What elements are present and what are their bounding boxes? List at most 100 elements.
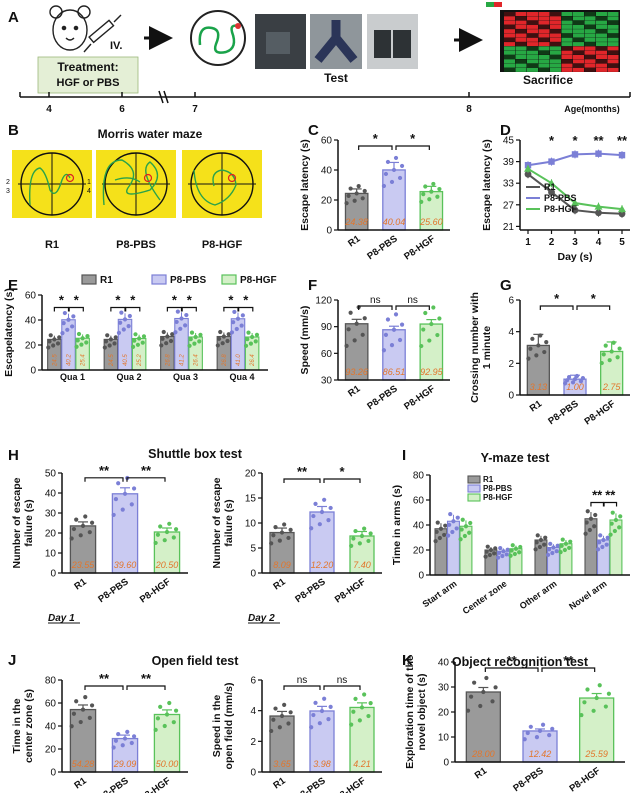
data-point: [328, 505, 333, 511]
data-point: [563, 381, 568, 386]
data-point: [487, 552, 492, 558]
data-point: [437, 316, 442, 321]
bar-value-label: 8.09: [273, 560, 291, 570]
treatment-subtitle: HGF or PBS: [57, 77, 120, 89]
data-point: [288, 527, 293, 532]
heatmap-cell: [607, 24, 619, 29]
heatmap-cell: [527, 16, 538, 21]
bar-value-label: 40.2: [67, 354, 73, 366]
data-point: [606, 691, 612, 696]
data-point: [393, 155, 399, 161]
data-point: [155, 532, 161, 537]
data-point: [419, 343, 424, 349]
data-point: [500, 553, 505, 559]
data-point: [366, 713, 371, 719]
heatmap-cell: [515, 46, 527, 51]
y-axis-label: Crossing number with: [469, 292, 481, 403]
data-point: [313, 700, 318, 705]
data-point: [245, 337, 250, 342]
data-point: [448, 511, 453, 517]
data-point: [70, 324, 75, 329]
y-tick-label: 30: [45, 509, 57, 520]
syringe-icon: [83, 14, 122, 53]
heatmap-cell: [550, 16, 561, 21]
legend-label: P8-HGF: [240, 275, 277, 286]
data-point: [498, 545, 503, 551]
bar-value-label: 3.65: [273, 759, 292, 769]
treatment-title: Treatment:: [57, 60, 118, 74]
data-point: [286, 721, 291, 726]
x-tick-label: 2: [549, 237, 555, 248]
data-point: [459, 527, 464, 532]
heatmap-cell: [573, 29, 584, 34]
heatmap-cell: [504, 59, 515, 64]
series-marker: [547, 179, 556, 187]
quadrant-number: 2: [6, 179, 10, 186]
heatmap-cell: [596, 37, 607, 42]
heatmap-cell: [561, 59, 573, 64]
bar-value-label: 26.8: [222, 354, 228, 367]
data-point: [75, 338, 80, 343]
heatmap-cell: [515, 16, 527, 21]
data-point: [537, 544, 542, 550]
data-point: [492, 551, 497, 556]
heatmap-cell: [561, 20, 573, 25]
data-point: [254, 332, 260, 337]
data-point: [458, 537, 463, 542]
y-axis-label: failure (s): [23, 499, 35, 546]
chart-k: 28.00 R1 12.42 P8-PBS 25.59 P8-HGF ** **: [465, 653, 615, 793]
significance-bracket: [181, 306, 197, 312]
data-point: [362, 526, 367, 531]
data-point: [113, 738, 119, 743]
data-point: [429, 321, 434, 327]
data-point: [366, 538, 371, 544]
swim-trace: [193, 169, 237, 206]
data-point: [269, 541, 274, 546]
x-axis-label: Day (s): [557, 251, 592, 263]
data-point: [167, 700, 172, 706]
category-label: P8-HGF: [568, 765, 603, 793]
data-point: [235, 316, 241, 321]
bar-value-label: 92.95: [420, 367, 444, 377]
heatmap-cell: [515, 29, 527, 34]
y-tick-label: 0: [250, 768, 256, 779]
data-point: [389, 179, 395, 185]
data-point: [192, 341, 197, 346]
data-point: [548, 541, 553, 546]
significance-label: *: [130, 293, 136, 308]
data-point: [421, 192, 426, 197]
data-point: [197, 339, 202, 344]
heatmap-cell: [550, 42, 561, 47]
significance-bracket: [53, 306, 70, 312]
heatmap-cell: [561, 33, 573, 38]
data-point: [427, 338, 432, 343]
heatmap-cell: [573, 20, 584, 25]
heatmap-cell: [538, 29, 550, 34]
data-point: [481, 689, 486, 695]
data-point: [357, 718, 362, 723]
bar-value-label: 26.4: [250, 354, 256, 367]
data-point: [179, 316, 184, 321]
bar-value-label: 25.2: [137, 354, 143, 367]
swim-trace: [102, 159, 161, 206]
heatmap-cell: [584, 33, 596, 38]
data-point: [171, 535, 176, 540]
heatmap-cell: [550, 37, 561, 42]
y-axis-label: Escape latency (s): [481, 139, 493, 231]
data-point: [484, 675, 489, 681]
significance-label: **: [507, 653, 518, 668]
data-point: [47, 339, 52, 344]
data-point: [55, 341, 61, 346]
data-point: [542, 542, 547, 547]
data-point: [427, 197, 432, 202]
panel-b-maze-traces: Morris water maze R1 P8-PBS P8-HGF 2 3 1 4: [6, 127, 262, 251]
heatmap-cell: [584, 12, 596, 16]
heatmap-cell: [607, 16, 619, 21]
data-point: [435, 194, 440, 199]
heatmap-cell: [573, 37, 584, 42]
data-point: [135, 342, 141, 347]
data-point: [399, 163, 405, 169]
data-point: [617, 525, 622, 530]
data-point: [353, 528, 358, 534]
data-point: [162, 723, 167, 729]
